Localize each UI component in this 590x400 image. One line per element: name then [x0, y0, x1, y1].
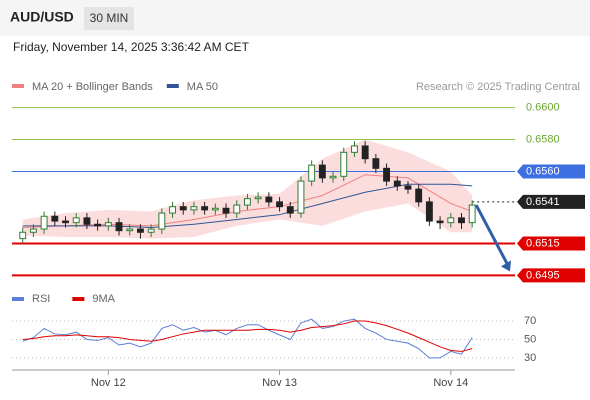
candle-body — [265, 196, 273, 203]
level-label: 0.6560 — [526, 165, 560, 177]
candle-body — [233, 204, 241, 214]
candle-body — [158, 212, 166, 230]
candle-body — [29, 228, 37, 233]
candle-body — [211, 207, 219, 211]
legend-swatch — [166, 84, 179, 88]
level-label: 0.6541 — [526, 196, 560, 208]
legend-swatch — [72, 297, 85, 301]
candle-body — [383, 167, 391, 182]
y-tick-label: 70 — [524, 315, 536, 327]
ma20-line — [22, 174, 473, 228]
forecast-arrowhead — [501, 260, 511, 272]
y-tick-label: 50 — [524, 333, 536, 345]
y-tick-label: 30 — [524, 352, 536, 364]
candle-body — [436, 220, 444, 224]
level-tag — [517, 268, 585, 283]
bollinger-band — [22, 139, 473, 239]
legend-label: MA 20 + Bollinger Bands — [32, 81, 153, 93]
candle-body — [308, 164, 316, 182]
candle-body — [169, 206, 176, 214]
level-label: 0.6495 — [526, 269, 560, 281]
level-label: 0.6600 — [526, 101, 560, 113]
candle-body — [415, 188, 423, 203]
candle-body — [115, 222, 123, 232]
candle-body — [190, 206, 198, 211]
legend-swatch — [12, 297, 24, 301]
candle-body — [372, 158, 380, 169]
timeframe-box[interactable] — [84, 7, 134, 30]
x-tick-label: Nov 12 — [91, 377, 126, 389]
candle-body — [276, 201, 283, 208]
candle-body — [136, 228, 144, 233]
level-label: 0.6580 — [526, 133, 560, 145]
ma50-line — [22, 183, 473, 228]
candle-body — [72, 217, 80, 224]
candle-body — [19, 231, 27, 240]
candle-body — [286, 206, 294, 214]
candle-body — [179, 206, 187, 211]
candle-body — [458, 217, 465, 224]
x-tick-label: Nov 13 — [262, 377, 297, 389]
candle-body — [244, 198, 251, 206]
candle-body — [254, 196, 262, 200]
level-tag — [517, 164, 585, 179]
candle-body — [62, 220, 69, 224]
candle-body — [222, 207, 230, 214]
legend-swatch — [12, 84, 24, 88]
candle-body — [201, 206, 209, 211]
candle-body — [297, 180, 305, 214]
series-line — [22, 318, 473, 359]
candle-body — [147, 228, 155, 233]
candle-body — [83, 217, 91, 225]
candle-body — [393, 180, 401, 187]
forecast-arrow — [474, 204, 510, 267]
legend-label: 9MA — [92, 293, 115, 305]
datetime: Friday, November 14, 2025 3:36:42 AM CET — [13, 40, 250, 54]
symbol: AUD/USD — [10, 9, 74, 25]
legend-label: MA 50 — [187, 81, 218, 93]
candle-body — [94, 223, 102, 227]
candle-body — [126, 228, 134, 232]
candle-body — [51, 215, 59, 222]
legend-label: RSI — [32, 293, 50, 305]
candle-body — [104, 222, 112, 227]
candle-body — [425, 201, 433, 222]
candle-body — [351, 145, 358, 153]
candle-body — [447, 217, 455, 224]
credit: Research © 2025 Trading Central — [416, 81, 580, 93]
candle-body — [40, 215, 48, 230]
timeframe[interactable]: 30 MIN — [90, 11, 129, 25]
candle-body — [404, 185, 412, 190]
level-tag — [517, 236, 585, 251]
candle-body — [468, 204, 476, 224]
candle-body — [318, 164, 326, 179]
level-tag — [517, 194, 585, 209]
candle-body — [361, 145, 369, 160]
candle-body — [340, 151, 348, 177]
x-tick-label: Nov 14 — [433, 377, 468, 389]
level-label: 0.6515 — [526, 237, 560, 249]
candle-body — [329, 175, 337, 179]
series-line — [22, 320, 473, 352]
